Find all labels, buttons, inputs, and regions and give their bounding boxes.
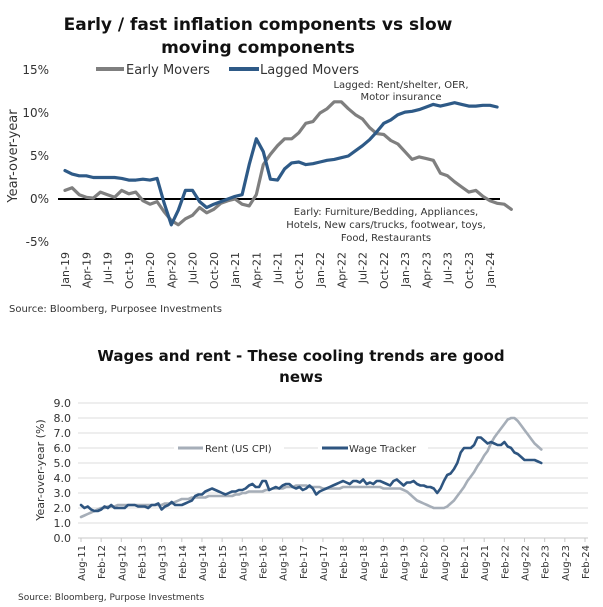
chart1-xtick-label: Apr-22 [335, 252, 348, 288]
series-line-lagged-movers [63, 101, 499, 227]
chart2-title-line2: news [279, 368, 323, 386]
chart2-xtick-label: Aug-17 [319, 545, 330, 581]
chart2-ytick-label: 2.0 [54, 502, 72, 515]
chart2-xtick-label: Feb-15 [218, 545, 229, 579]
series-line-early-movers [63, 100, 513, 227]
chart1-ytick-label: 15% [22, 63, 49, 77]
series-line-wage-tracker [79, 436, 543, 513]
chart1-xtick-label: Apr-21 [250, 252, 263, 288]
legend-label-lagged-movers: Lagged Movers [260, 63, 359, 78]
chart1-xtick-label: Jul-21 [272, 252, 285, 284]
chart1-xtick-label: Apr-19 [80, 252, 93, 288]
chart1-xtick-label: Apr-23 [420, 252, 433, 288]
chart1-ytick-label: -5% [26, 235, 49, 249]
chart2-xtick-label: Feb-12 [97, 545, 108, 579]
inflation-components-chart: Early / fast inflation components vs slo… [6, 15, 513, 315]
chart2-xtick-label: Aug-11 [77, 545, 88, 581]
chart2-xtick-label: Aug-13 [158, 545, 169, 581]
chart2-source: Source: Bloomberg, Purpose Investments [18, 593, 204, 603]
chart1-title-line1: Early / fast inflation components vs slo… [64, 15, 453, 35]
chart1-xtick-label: Jan-20 [144, 252, 157, 288]
legend-label-rent: Rent (US CPI) [205, 444, 272, 455]
chart2-xtick-label: Feb-18 [339, 545, 350, 579]
chart2-xtick-label: Feb-16 [258, 545, 269, 579]
chart2-ytick-label: 9.0 [54, 397, 72, 410]
annotation-lagged-line2: Motor insurance [361, 92, 442, 103]
chart2-xtick-label: Aug-15 [238, 545, 249, 581]
chart1-xtick-label: Oct-19 [123, 252, 136, 289]
chart2-xtick-label: Feb-24 [581, 545, 592, 579]
chart1-xtick-label: Jan-21 [229, 252, 242, 288]
annotation-early-line1: Early: Furniture/Bedding, Appliances, [294, 207, 478, 218]
chart1-ytick-label: 5% [30, 149, 49, 163]
chart2-xtick-label: Aug-12 [117, 545, 128, 581]
chart1-legend: Early Movers Lagged Movers [96, 63, 359, 78]
chart2-ytick-label: 1.0 [54, 517, 72, 530]
chart2-ylabel: Year-over-year (%) [34, 419, 47, 521]
chart2-ytick-label: 0.0 [54, 532, 72, 545]
chart1-xtick-label: Oct-23 [463, 252, 476, 289]
chart1-ylabel: Year-over-year [6, 109, 21, 204]
annotation-early-line3: Food, Restaurants [341, 233, 431, 244]
chart1-xtick-label: Jul-19 [102, 252, 115, 284]
wages-rent-chart: Wages and rent - These cooling trends ar… [18, 347, 592, 603]
chart2-ytick-label: 7.0 [54, 427, 72, 440]
legend-label-wage: Wage Tracker [349, 444, 417, 455]
chart2-xtick-label: Aug-16 [279, 545, 290, 581]
chart2-xtick-label: Feb-20 [420, 545, 431, 579]
chart2-ytick-label: 5.0 [54, 457, 72, 470]
chart2-xtick-label: Feb-17 [299, 545, 310, 579]
chart2-xtick-label: Aug-14 [198, 545, 209, 581]
chart1-source: Source: Bloomberg, Purposee Investments [9, 304, 222, 315]
chart1-xtick-label: Jul-22 [357, 252, 370, 284]
chart2-xtick-label: Feb-21 [460, 545, 471, 579]
chart1-xtick-label: Oct-20 [208, 252, 221, 289]
chart1-xtick-label: Jan-19 [59, 252, 72, 288]
annotation-early-line2: Hotels, New cars/trucks, footwear, toys, [286, 220, 486, 231]
chart2-xtick-label: Aug-20 [440, 545, 451, 581]
chart2-title-line1: Wages and rent - These cooling trends ar… [97, 347, 504, 365]
chart2-xtick-label: Aug-22 [521, 545, 532, 581]
chart2-ytick-label: 6.0 [54, 442, 72, 455]
legend-bg-wage [318, 441, 428, 456]
legend-label-early-movers: Early Movers [126, 63, 210, 78]
chart2-xtick-label: Aug-18 [359, 545, 370, 581]
chart1-xtick-label: Jan-22 [314, 252, 327, 288]
chart1-ytick-label: 0% [30, 192, 49, 206]
chart2-xtick-label: Feb-22 [500, 545, 511, 579]
chart1-xtick-label: Jan-24 [484, 252, 497, 288]
chart1-xtick-label: Jul-20 [187, 252, 200, 284]
legend-bg-rent [174, 441, 284, 456]
chart2-ytick-label: 3.0 [54, 487, 72, 500]
chart1-xtick-label: Oct-21 [293, 252, 306, 289]
chart1-ytick-label: 10% [22, 106, 49, 120]
chart2-xtick-label: Feb-19 [379, 545, 390, 579]
chart1-xtick-label: Oct-22 [378, 252, 391, 289]
annotation-lagged-line1: Lagged: Rent/shelter, OER, [333, 80, 468, 91]
chart2-ytick-label: 4.0 [54, 472, 72, 485]
chart2-ytick-label: 8.0 [54, 412, 72, 425]
chart1-title-line2: moving components [161, 38, 355, 58]
chart2-xtick-label: Aug-23 [561, 545, 572, 581]
chart2-xtick-label: Aug-21 [480, 545, 491, 581]
chart1-xtick-label: Jan-23 [399, 252, 412, 288]
chart2-xtick-label: Feb-23 [541, 545, 552, 579]
chart1-xtick-label: Jul-23 [442, 252, 455, 284]
chart2-xtick-label: Feb-14 [178, 545, 189, 579]
chart2-legend: Rent (US CPI) Wage Tracker [174, 441, 428, 456]
chart2-xtick-label: Aug-19 [400, 545, 411, 581]
chart1-xtick-label: Apr-20 [165, 252, 178, 288]
chart2-xtick-label: Feb-13 [137, 545, 148, 579]
